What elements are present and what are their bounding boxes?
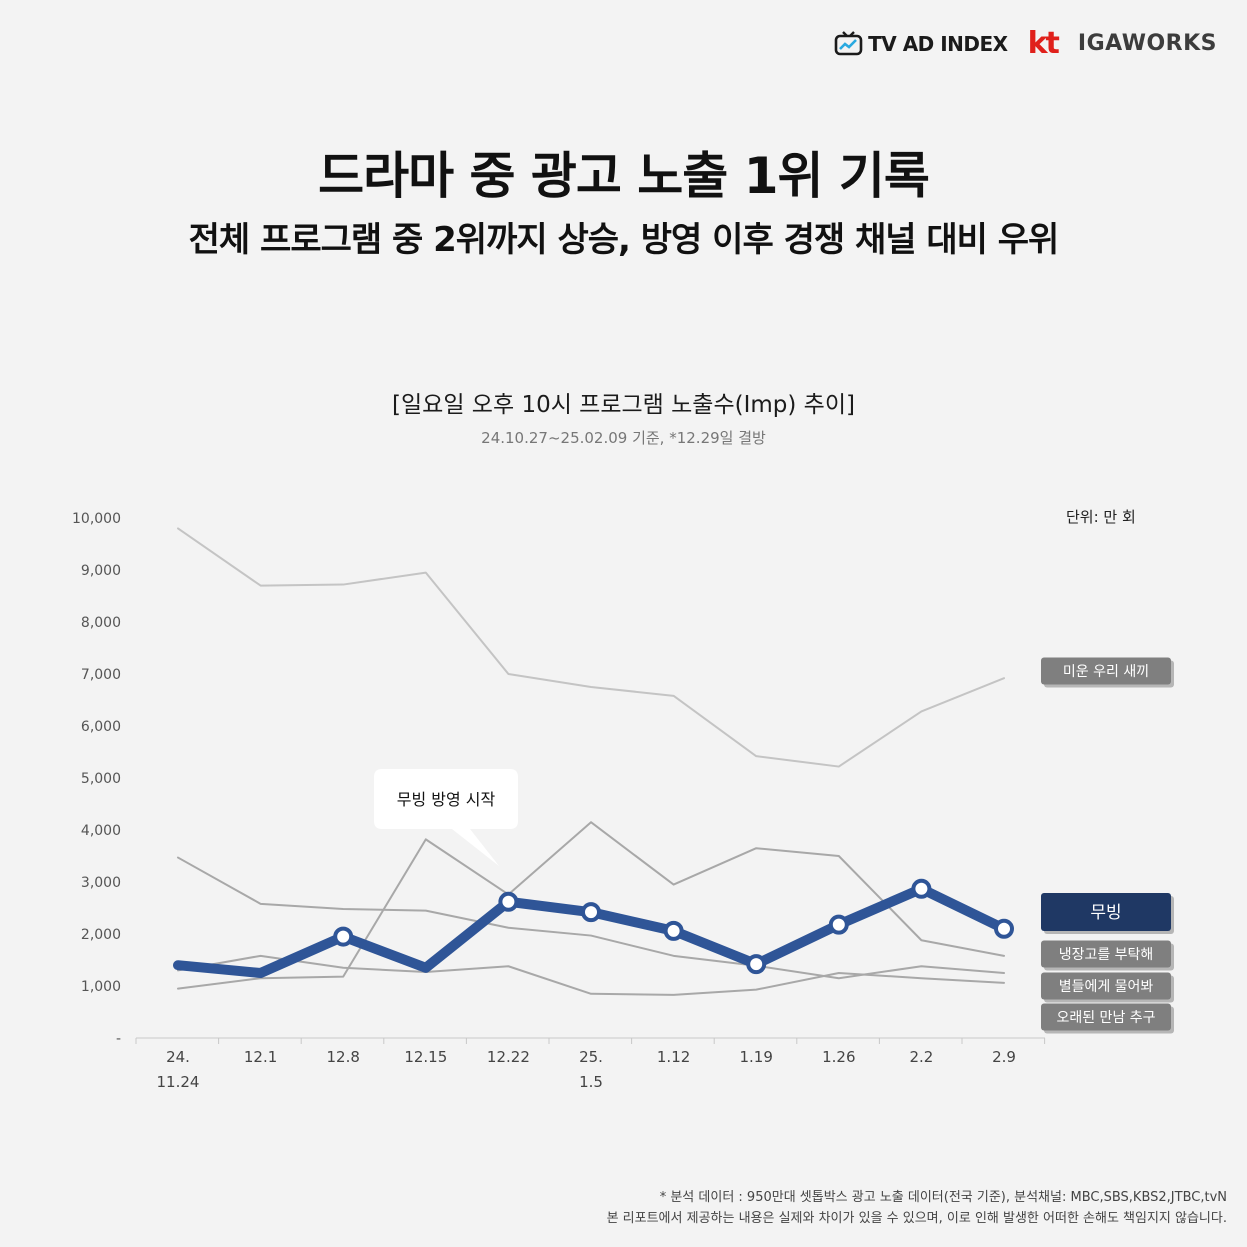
y-tick-label: 9,000 — [81, 563, 121, 579]
y-tick-label: 6,000 — [81, 719, 121, 735]
x-tick-label: 2.2 — [909, 1048, 933, 1066]
y-tick-label: 3,000 — [81, 875, 121, 891]
series-label: 무빙 — [1090, 903, 1121, 923]
x-tick-label: 12.22 — [487, 1048, 530, 1066]
tvadindex-text: TV AD INDEX — [868, 31, 1008, 56]
data-point — [581, 902, 601, 923]
x-tick-label: 12.1 — [244, 1048, 277, 1066]
y-tick-label: 4,000 — [81, 823, 121, 839]
series-label-box — [1041, 940, 1171, 968]
x-tick-label: 2.9 — [992, 1048, 1016, 1066]
chart-title: [일요일 오후 10시 프로그램 노출수(Imp) 추이] — [392, 392, 855, 418]
y-tick-label: 7,000 — [81, 667, 121, 683]
annotation-text: 무빙 방영 시작 — [397, 790, 496, 809]
series-label-box — [1041, 657, 1171, 685]
series-label: 냉장고를 부탁해 — [1059, 947, 1154, 963]
x-tick-label: 25. 1.5 — [579, 1048, 603, 1091]
series-line-4 — [177, 954, 1005, 996]
y-tick-label: 8,000 — [81, 615, 121, 631]
data-point — [498, 891, 519, 912]
x-tick-label: 12.15 — [404, 1048, 447, 1066]
data-point — [746, 954, 767, 975]
unit-label: 단위: 만 회 — [1066, 508, 1136, 526]
data-point — [333, 926, 354, 947]
data-point — [663, 920, 684, 941]
series-label: 별들에게 물어봐 — [1059, 979, 1154, 995]
y-tick-label: - — [116, 1031, 121, 1047]
y-tick-label: 10,000 — [72, 511, 121, 527]
x-tick-label: 1.12 — [657, 1048, 690, 1066]
x-tick-label: 1.19 — [739, 1048, 772, 1066]
series-label: 미운 우리 새끼 — [1063, 664, 1149, 680]
series-label-box — [1041, 972, 1171, 1000]
annotation-callout — [374, 769, 518, 866]
tv-icon — [834, 30, 863, 55]
igaworks-logo: IGAWORKS — [1077, 31, 1217, 56]
y-tick-label: 2,000 — [81, 927, 121, 943]
data-point — [911, 878, 932, 899]
series-label-box — [1041, 1003, 1171, 1031]
footnote-source: * 분석 데이터 : 950만대 셋톱박스 광고 노출 데이터(전국 기준), … — [659, 1190, 1227, 1205]
headline: 드라마 중 광고 노출 1위 기록 — [318, 147, 930, 205]
series-label-box — [1041, 893, 1171, 931]
y-tick-label: 1,000 — [81, 979, 121, 995]
chart-subtitle: 24.10.27~25.02.09 기준, *12.29일 결방 — [481, 429, 766, 447]
tvadindex-logo: TV AD INDEX — [834, 30, 1008, 57]
series-line-1 — [173, 883, 1009, 978]
x-tick-label: 12.8 — [326, 1048, 359, 1066]
data-point — [994, 918, 1014, 939]
y-tick-label: 5,000 — [81, 771, 121, 787]
data-point — [828, 914, 849, 935]
logo-group: TV AD INDEX kt IGAWORKS — [834, 26, 1217, 61]
kt-logo: kt — [1027, 26, 1060, 61]
series-line-3 — [177, 821, 1005, 990]
series-line-0 — [177, 527, 1005, 768]
x-tick-label: 24. 11.24 — [157, 1048, 200, 1091]
x-tick-label: 1.26 — [822, 1048, 855, 1066]
subheadline: 전체 프로그램 중 2위까지 상승, 방영 이후 경쟁 채널 대비 우위 — [188, 220, 1060, 260]
series-label: 오래된 만남 추구 — [1056, 1010, 1155, 1026]
footnote-disclaimer: 본 리포트에서 제공하는 내용은 실제와 차이가 있을 수 있으며, 이로 인해… — [606, 1211, 1227, 1226]
